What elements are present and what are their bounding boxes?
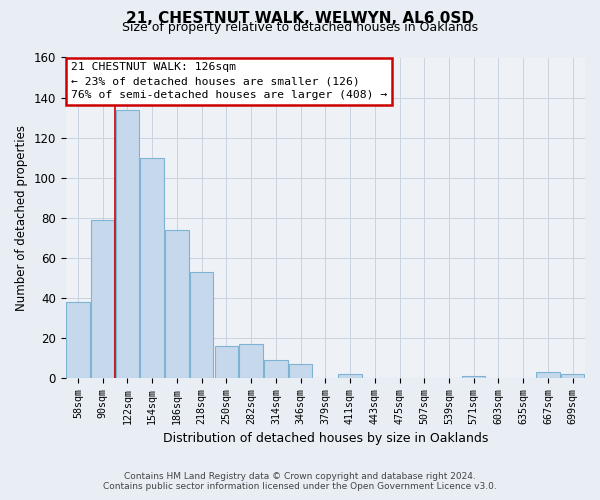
- Bar: [264, 360, 287, 378]
- Bar: [239, 344, 263, 378]
- Bar: [165, 230, 188, 378]
- Bar: [91, 220, 115, 378]
- Text: 21 CHESTNUT WALK: 126sqm
← 23% of detached houses are smaller (126)
76% of semi-: 21 CHESTNUT WALK: 126sqm ← 23% of detach…: [71, 62, 387, 100]
- Bar: [462, 376, 485, 378]
- Bar: [116, 110, 139, 378]
- X-axis label: Distribution of detached houses by size in Oaklands: Distribution of detached houses by size …: [163, 432, 488, 445]
- Bar: [190, 272, 214, 378]
- Bar: [289, 364, 313, 378]
- Bar: [66, 302, 90, 378]
- Bar: [215, 346, 238, 378]
- Bar: [561, 374, 584, 378]
- Y-axis label: Number of detached properties: Number of detached properties: [15, 124, 28, 310]
- Text: Contains HM Land Registry data © Crown copyright and database right 2024.
Contai: Contains HM Land Registry data © Crown c…: [103, 472, 497, 491]
- Bar: [536, 372, 560, 378]
- Text: Size of property relative to detached houses in Oaklands: Size of property relative to detached ho…: [122, 22, 478, 35]
- Text: 21, CHESTNUT WALK, WELWYN, AL6 0SD: 21, CHESTNUT WALK, WELWYN, AL6 0SD: [126, 11, 474, 26]
- Bar: [140, 158, 164, 378]
- Bar: [338, 374, 362, 378]
